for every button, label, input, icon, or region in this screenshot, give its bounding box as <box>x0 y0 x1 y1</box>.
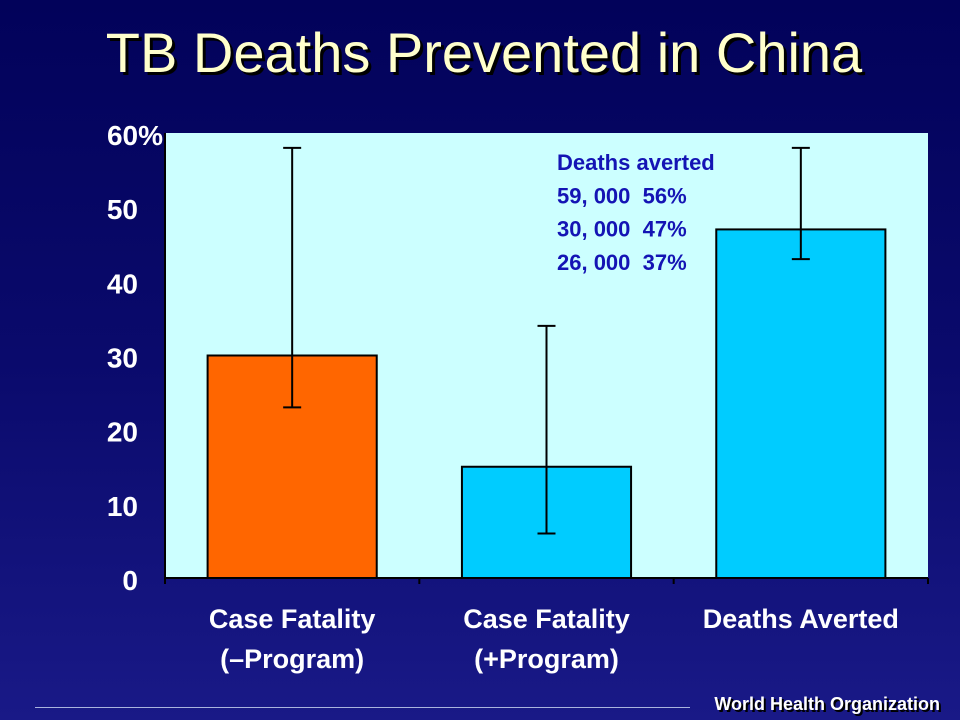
footer-divider <box>35 707 690 708</box>
annotation-row-2: 30, 000 47% <box>557 217 687 242</box>
footer-organization: World Health Organization <box>714 694 940 714</box>
bar-3 <box>715 228 887 580</box>
y-tick-label-1: 10 <box>107 491 138 522</box>
annotation-row-1: 59, 000 56% <box>557 183 687 208</box>
slide-title: TB Deaths Prevented in China <box>105 21 863 84</box>
y-tick-label-0: 0 <box>122 565 138 596</box>
y-tick-label-3: 30 <box>107 343 138 374</box>
y-tick-label-5: 50 <box>107 194 138 225</box>
y-tick-label-6: 60% <box>107 120 163 151</box>
y-tick-label-4: 40 <box>107 268 138 299</box>
annotation-heading: Deaths averted <box>557 150 715 175</box>
annotation-row-3: 26, 000 37% <box>557 250 687 275</box>
y-tick-label-2: 20 <box>107 417 138 448</box>
